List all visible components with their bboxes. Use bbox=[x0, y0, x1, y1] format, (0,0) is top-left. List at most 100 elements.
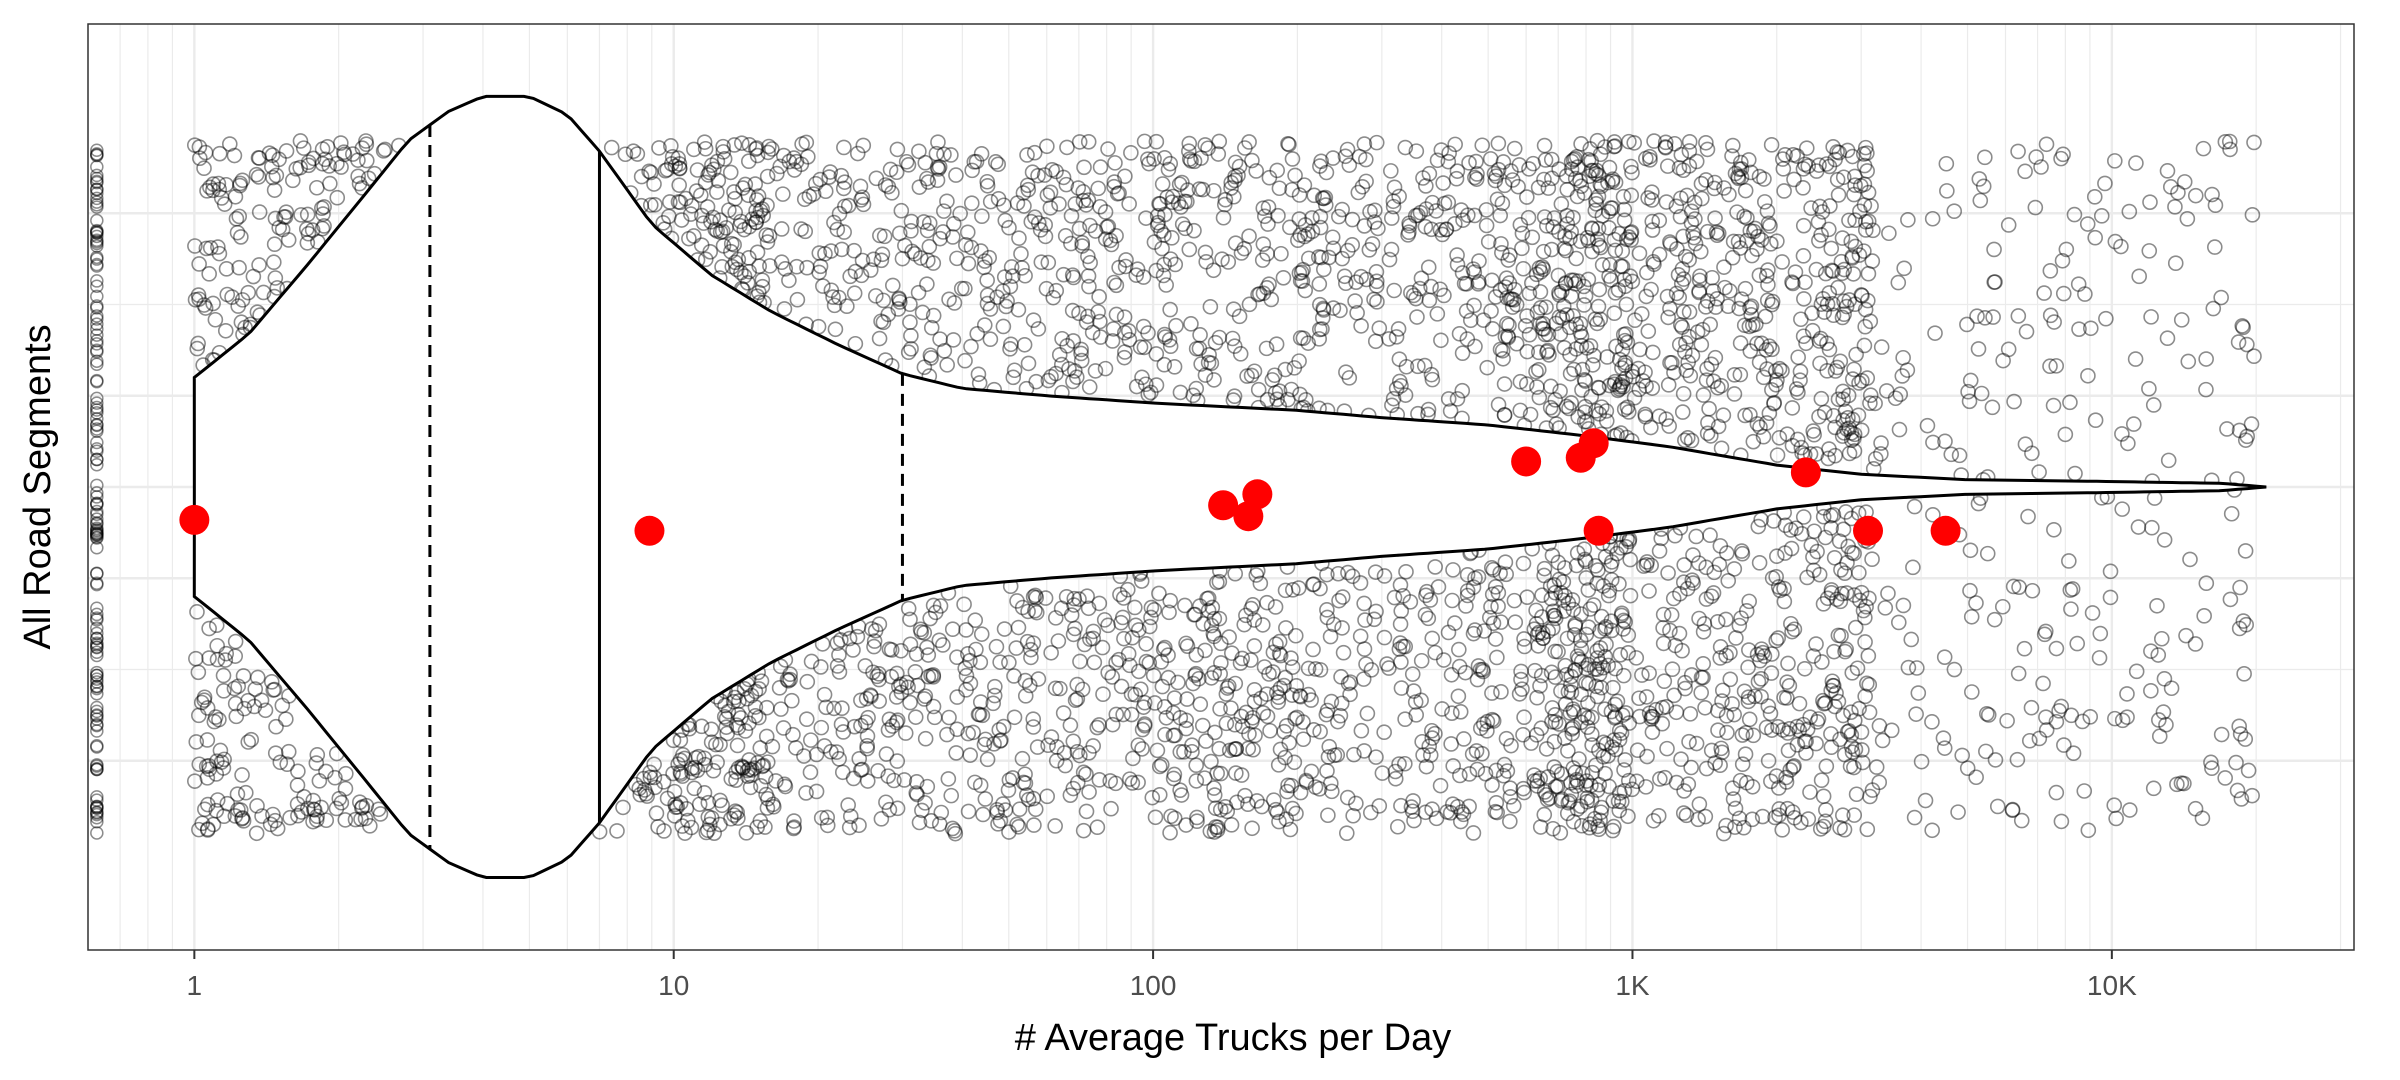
jitter-point bbox=[1367, 333, 1384, 350]
jitter-point bbox=[1136, 339, 1153, 356]
jitter-point bbox=[1860, 292, 1876, 309]
jitter-point bbox=[749, 244, 766, 261]
jitter-point bbox=[1023, 641, 1039, 658]
jitter-point bbox=[1408, 707, 1425, 723]
jitter-point bbox=[925, 307, 942, 324]
jitter-point bbox=[215, 683, 232, 699]
jitter-point bbox=[920, 647, 937, 663]
jitter-point bbox=[1666, 135, 1683, 152]
jitter-point bbox=[1053, 600, 1070, 617]
jitter-point bbox=[1680, 354, 1696, 371]
jitter-point bbox=[1053, 356, 1070, 373]
jitter-point bbox=[90, 357, 104, 371]
jitter-point bbox=[1580, 695, 1596, 711]
jitter-point bbox=[999, 293, 1015, 309]
jitter-point bbox=[1312, 158, 1328, 174]
jitter-point bbox=[1393, 797, 1409, 814]
jitter-point bbox=[1443, 666, 1460, 683]
jitter-point bbox=[1363, 662, 1380, 678]
jitter-point bbox=[1271, 813, 1287, 830]
jitter-point bbox=[1832, 593, 1849, 610]
jitter-point bbox=[315, 206, 331, 222]
jitter-point bbox=[1108, 277, 1125, 294]
jitter-point bbox=[1243, 367, 1260, 384]
jitter-point bbox=[1500, 329, 1517, 346]
jitter-point bbox=[2106, 797, 2123, 814]
jitter-point bbox=[968, 153, 985, 170]
jitter-point bbox=[903, 213, 920, 230]
jitter-point bbox=[1607, 710, 1623, 726]
jitter-point bbox=[1536, 784, 1553, 800]
jitter-point bbox=[1707, 210, 1723, 226]
jitter-point bbox=[329, 155, 345, 172]
jitter-point bbox=[1618, 231, 1635, 248]
jitter-point bbox=[632, 786, 649, 803]
jitter-point bbox=[1562, 347, 1578, 363]
jitter-point bbox=[1454, 265, 1471, 281]
jitter-point bbox=[276, 209, 292, 225]
jitter-point bbox=[1925, 434, 1941, 451]
jitter-point bbox=[1455, 806, 1472, 823]
jitter-point bbox=[1420, 401, 1437, 418]
jitter-point bbox=[227, 633, 244, 650]
jitter-point bbox=[1284, 151, 1301, 167]
jitter-point bbox=[1545, 402, 1561, 419]
jitter-point bbox=[728, 717, 745, 733]
jitter-point bbox=[1407, 207, 1424, 224]
jitter-point bbox=[949, 721, 965, 738]
jitter-point bbox=[1449, 256, 1466, 273]
jitter-point bbox=[266, 182, 283, 198]
jitter-point bbox=[1146, 234, 1163, 250]
jitter-point bbox=[855, 196, 872, 213]
jitter-point bbox=[1683, 432, 1700, 449]
jitter-point bbox=[1847, 296, 1863, 313]
jitter-point bbox=[862, 687, 879, 703]
jitter-point bbox=[1521, 326, 1538, 343]
jitter-point bbox=[1834, 309, 1851, 326]
jitter-point bbox=[786, 150, 802, 166]
jitter-point bbox=[1157, 639, 1173, 656]
jitter-point bbox=[1776, 183, 1792, 199]
jitter-point bbox=[1050, 633, 1067, 649]
jitter-point bbox=[759, 699, 775, 716]
jitter-point bbox=[1582, 141, 1599, 157]
jitter-point bbox=[998, 298, 1014, 315]
jitter-point bbox=[1366, 214, 1383, 230]
jitter-point bbox=[2246, 348, 2262, 364]
jitter-point bbox=[1644, 222, 1661, 238]
jitter-point bbox=[1179, 193, 1195, 210]
jitter-point bbox=[1188, 773, 1205, 789]
jitter-point bbox=[948, 167, 964, 183]
jitter-point bbox=[694, 207, 710, 224]
jitter-point bbox=[2223, 505, 2240, 522]
jitter-point bbox=[1322, 628, 1339, 645]
jitter-point bbox=[216, 808, 232, 825]
jitter-point bbox=[706, 161, 722, 178]
jitter-point bbox=[834, 241, 850, 258]
jitter-point bbox=[1452, 767, 1468, 784]
jitter-point bbox=[1243, 600, 1259, 617]
jitter-point bbox=[278, 143, 295, 159]
jitter-point bbox=[1551, 161, 1567, 177]
jitter-point bbox=[747, 683, 764, 700]
jitter-point bbox=[280, 743, 297, 760]
jitter-point bbox=[1588, 678, 1604, 695]
jitter-point bbox=[1207, 724, 1223, 741]
jitter-point bbox=[672, 795, 689, 811]
jitter-point bbox=[1595, 659, 1611, 676]
jitter-point bbox=[1645, 254, 1662, 270]
jitter-point bbox=[1226, 338, 1243, 354]
jitter-point bbox=[760, 790, 776, 807]
jitter-point bbox=[189, 604, 205, 620]
jitter-point bbox=[1484, 777, 1500, 793]
jitter-point bbox=[1497, 279, 1514, 295]
jitter-point bbox=[1565, 719, 1581, 736]
jitter-point bbox=[2024, 582, 2041, 599]
jitter-point bbox=[1074, 238, 1091, 254]
jitter-point bbox=[1117, 258, 1134, 275]
jitter-point bbox=[1662, 234, 1678, 250]
jitter-point bbox=[1732, 772, 1749, 789]
jitter-point bbox=[1592, 623, 1608, 639]
jitter-point bbox=[1074, 681, 1091, 698]
jitter-point bbox=[1468, 171, 1485, 187]
